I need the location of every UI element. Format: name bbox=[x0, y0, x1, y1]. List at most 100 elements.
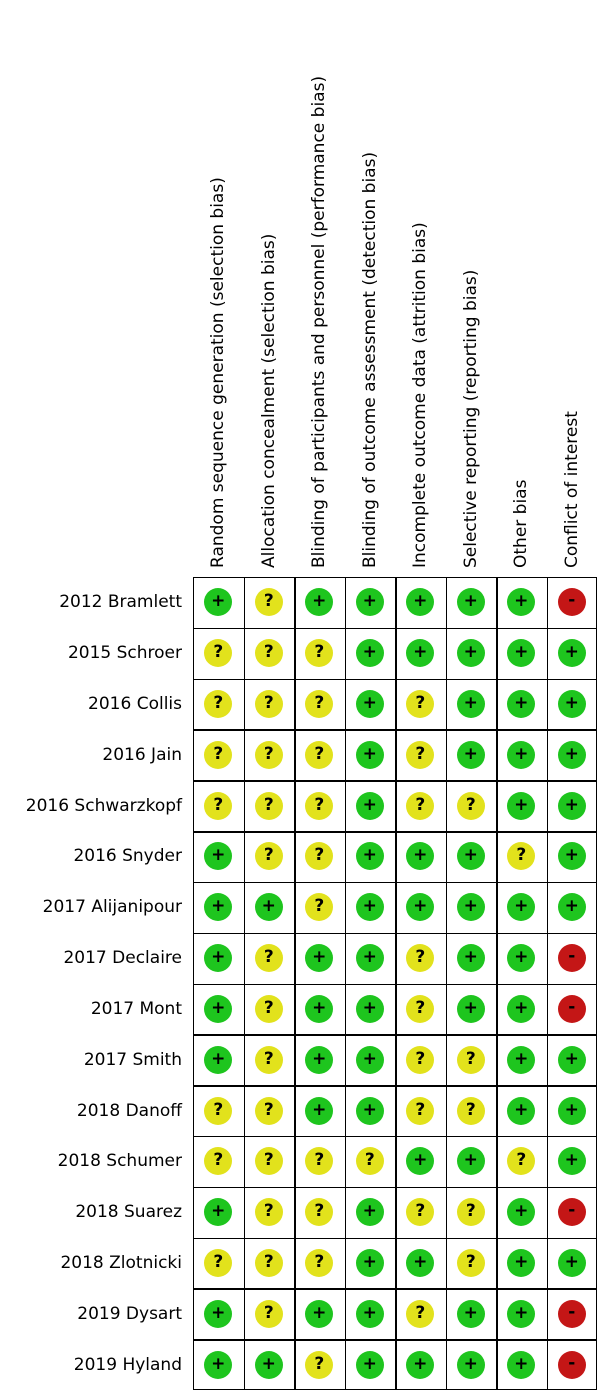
unclear-risk-icon: ? bbox=[204, 690, 233, 719]
low-risk-icon: + bbox=[355, 791, 384, 820]
low-risk-icon: + bbox=[507, 1045, 536, 1074]
grid-line-horizontal bbox=[194, 881, 596, 884]
unclear-risk-icon: ? bbox=[456, 791, 485, 820]
unclear-risk-icon: ? bbox=[507, 842, 536, 871]
low-risk-icon: + bbox=[456, 994, 485, 1023]
low-risk-icon: + bbox=[456, 639, 485, 668]
grid-line-horizontal bbox=[194, 678, 596, 681]
high-risk-icon: - bbox=[557, 1350, 586, 1379]
column-label: Other bias bbox=[511, 479, 532, 568]
low-risk-icon: + bbox=[456, 1299, 485, 1328]
unclear-risk-icon: ? bbox=[254, 1147, 283, 1176]
unclear-risk-icon: ? bbox=[406, 1198, 435, 1227]
low-risk-icon: + bbox=[507, 1299, 536, 1328]
low-risk-icon: + bbox=[204, 1198, 233, 1227]
unclear-risk-icon: ? bbox=[204, 1147, 233, 1176]
unclear-risk-icon: ? bbox=[305, 893, 334, 922]
unclear-risk-icon: ? bbox=[305, 1248, 334, 1277]
low-risk-icon: + bbox=[456, 690, 485, 719]
low-risk-icon: + bbox=[204, 944, 233, 973]
grid-line-horizontal bbox=[194, 729, 596, 731]
low-risk-icon: + bbox=[406, 893, 435, 922]
low-risk-icon: + bbox=[557, 1096, 586, 1125]
grid-line-horizontal bbox=[194, 932, 596, 935]
study-label: 2016 Collis bbox=[88, 694, 182, 715]
low-risk-icon: + bbox=[355, 588, 384, 617]
unclear-risk-icon: ? bbox=[254, 690, 283, 719]
study-label: 2018 Schumer bbox=[57, 1151, 182, 1172]
study-label: 2017 Declaire bbox=[63, 948, 182, 969]
grid-line-horizontal bbox=[194, 627, 596, 630]
low-risk-icon: + bbox=[456, 944, 485, 973]
unclear-risk-icon: ? bbox=[406, 791, 435, 820]
low-risk-icon: + bbox=[456, 740, 485, 769]
low-risk-icon: + bbox=[507, 994, 536, 1023]
low-risk-icon: + bbox=[406, 1147, 435, 1176]
low-risk-icon: + bbox=[355, 893, 384, 922]
unclear-risk-icon: ? bbox=[456, 1198, 485, 1227]
unclear-risk-icon: ? bbox=[254, 791, 283, 820]
unclear-risk-icon: ? bbox=[305, 791, 334, 820]
low-risk-icon: + bbox=[355, 944, 384, 973]
low-risk-icon: + bbox=[456, 893, 485, 922]
low-risk-icon: + bbox=[507, 1248, 536, 1277]
low-risk-icon: + bbox=[507, 944, 536, 973]
unclear-risk-icon: ? bbox=[406, 1299, 435, 1328]
low-risk-icon: + bbox=[305, 1299, 334, 1328]
high-risk-icon: - bbox=[557, 994, 586, 1023]
unclear-risk-icon: ? bbox=[406, 740, 435, 769]
low-risk-icon: + bbox=[305, 944, 334, 973]
grid-line-horizontal bbox=[194, 780, 596, 782]
low-risk-icon: + bbox=[406, 1248, 435, 1277]
low-risk-icon: + bbox=[355, 1248, 384, 1277]
unclear-risk-icon: ? bbox=[305, 690, 334, 719]
high-risk-icon: - bbox=[557, 944, 586, 973]
study-label: 2017 Alijanipour bbox=[42, 897, 182, 918]
low-risk-icon: + bbox=[406, 588, 435, 617]
low-risk-icon: + bbox=[355, 1045, 384, 1074]
low-risk-icon: + bbox=[557, 842, 586, 871]
study-label: 2015 Schroer bbox=[67, 643, 182, 664]
low-risk-icon: + bbox=[355, 1198, 384, 1227]
low-risk-icon: + bbox=[406, 1350, 435, 1379]
low-risk-icon: + bbox=[355, 690, 384, 719]
grid-line-horizontal bbox=[194, 1288, 596, 1290]
unclear-risk-icon: ? bbox=[456, 1045, 485, 1074]
unclear-risk-icon: ? bbox=[406, 994, 435, 1023]
low-risk-icon: + bbox=[507, 740, 536, 769]
unclear-risk-icon: ? bbox=[456, 1096, 485, 1125]
low-risk-icon: + bbox=[305, 1045, 334, 1074]
unclear-risk-icon: ? bbox=[355, 1147, 384, 1176]
low-risk-icon: + bbox=[456, 588, 485, 617]
grid-line-horizontal bbox=[194, 1339, 596, 1341]
unclear-risk-icon: ? bbox=[254, 1045, 283, 1074]
unclear-risk-icon: ? bbox=[254, 639, 283, 668]
high-risk-icon: - bbox=[557, 1198, 586, 1227]
unclear-risk-icon: ? bbox=[406, 1045, 435, 1074]
low-risk-icon: + bbox=[557, 1248, 586, 1277]
grid-line-horizontal bbox=[194, 1085, 596, 1087]
low-risk-icon: + bbox=[355, 1350, 384, 1379]
unclear-risk-icon: ? bbox=[507, 1147, 536, 1176]
grid-line-horizontal bbox=[194, 1034, 596, 1036]
low-risk-icon: + bbox=[557, 690, 586, 719]
unclear-risk-icon: ? bbox=[204, 791, 233, 820]
grid-line-horizontal bbox=[194, 1135, 596, 1138]
unclear-risk-icon: ? bbox=[254, 740, 283, 769]
grid-line-horizontal bbox=[194, 1186, 596, 1189]
low-risk-icon: + bbox=[204, 1045, 233, 1074]
unclear-risk-icon: ? bbox=[305, 740, 334, 769]
unclear-risk-icon: ? bbox=[406, 1096, 435, 1125]
grid-line-horizontal bbox=[194, 983, 596, 985]
column-label: Selective reporting (reporting bias) bbox=[460, 269, 481, 568]
high-risk-icon: - bbox=[557, 1299, 586, 1328]
low-risk-icon: + bbox=[204, 893, 233, 922]
study-label: 2018 Suarez bbox=[75, 1202, 182, 1223]
unclear-risk-icon: ? bbox=[254, 994, 283, 1023]
study-label: 2019 Dysart bbox=[77, 1303, 182, 1324]
low-risk-icon: + bbox=[355, 740, 384, 769]
low-risk-icon: + bbox=[355, 639, 384, 668]
column-label: Blinding of outcome assessment (detectio… bbox=[359, 151, 380, 568]
unclear-risk-icon: ? bbox=[305, 1350, 334, 1379]
low-risk-icon: + bbox=[507, 639, 536, 668]
